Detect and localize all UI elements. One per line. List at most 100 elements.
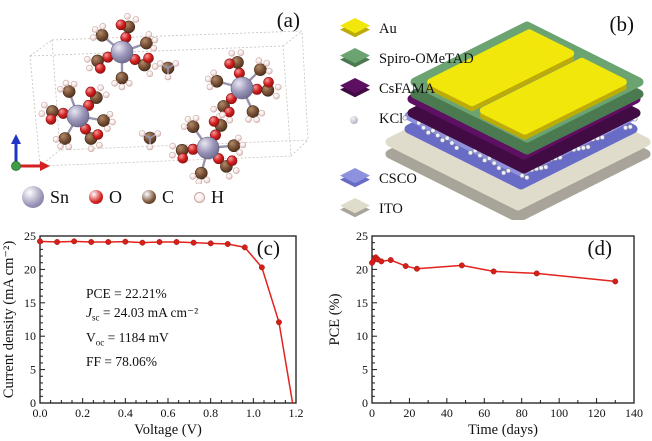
jv-parameters-annotation: PCE = 22.21% Jsc = 24.03 mA cm⁻² Voc = 1… xyxy=(86,284,198,371)
x-axis: 0 20 40 60 80 100 120 140 xyxy=(369,398,643,420)
data-point xyxy=(190,239,197,246)
sn-atom-icon xyxy=(22,186,44,208)
svg-text:15: 15 xyxy=(24,296,36,310)
legend-item-o: O xyxy=(89,187,122,208)
molecules xyxy=(38,12,282,186)
legend-item-au: Au xyxy=(340,18,397,40)
ff-value: FF = 78.06% xyxy=(86,354,158,370)
svg-text:100: 100 xyxy=(550,406,568,420)
au-electrode-1 xyxy=(427,29,575,112)
svg-text:1.2: 1.2 xyxy=(289,406,304,420)
o-atom-icon xyxy=(89,190,104,204)
kcl-particle-icon xyxy=(340,108,370,130)
svg-text:0.0: 0.0 xyxy=(33,406,48,420)
data-point xyxy=(224,241,231,247)
spiro-layer-icon xyxy=(340,48,370,70)
svg-text:15: 15 xyxy=(356,296,368,310)
data-point xyxy=(458,262,465,269)
y-axis-label: PCE (%) xyxy=(327,293,343,345)
y-axis: 0 5 10 15 20 25 xyxy=(24,229,45,410)
legend-item-c: C xyxy=(142,187,174,208)
legend-label-au: Au xyxy=(379,20,397,37)
svg-text:1.0: 1.0 xyxy=(246,406,261,420)
legend-item-spiro: Spiro-OMeTAD xyxy=(340,48,474,70)
legend-label-c: C xyxy=(162,186,175,207)
svg-text:5: 5 xyxy=(362,363,368,377)
device-stack-drawing xyxy=(385,21,651,220)
legend-item-kcl: KCl xyxy=(340,108,403,130)
legend-item-csfama: CsFAMA xyxy=(340,78,435,100)
panel-b-label: (b) xyxy=(609,12,635,36)
y-axis-label: Current density (mA cm⁻²) xyxy=(1,241,17,399)
svg-text:25: 25 xyxy=(356,229,368,243)
crystal-structure-drawing xyxy=(11,12,309,186)
panel-jv-curve: 0.0 0.2 0.4 0.6 0.8 1.0 1.2 0 5 10 15 20 25 Voltage (… xyxy=(0,220,326,441)
svg-text:140: 140 xyxy=(625,406,643,420)
svg-text:20: 20 xyxy=(403,406,415,420)
data-point xyxy=(241,244,248,251)
data-point xyxy=(122,238,129,245)
series-line xyxy=(39,240,294,404)
panel-c-label: (c) xyxy=(256,236,280,260)
svg-text:60: 60 xyxy=(478,406,490,420)
csfama-layer-icon xyxy=(340,78,370,100)
svg-text:25: 25 xyxy=(24,229,36,243)
jsc-value: Jsc = 24.03 mA cm⁻² xyxy=(86,305,199,323)
data-point xyxy=(387,257,394,263)
c-atom-icon xyxy=(142,190,157,204)
svg-text:0.6: 0.6 xyxy=(161,406,176,420)
x-axis-label: Voltage (V) xyxy=(134,422,202,438)
stack-3d xyxy=(385,21,651,220)
series-j-v-curve xyxy=(37,238,294,404)
legend-label-spiro: Spiro-OMeTAD xyxy=(379,50,474,67)
y-axis: 0 5 10 15 20 25 xyxy=(356,229,377,410)
svg-text:0.8: 0.8 xyxy=(203,406,218,420)
x-axis-label: Time (days) xyxy=(468,422,538,438)
panel-d-label: (d) xyxy=(587,236,613,260)
jv-chart: 0.0 0.2 0.4 0.6 0.8 1.0 1.2 0 5 10 15 20 25 Voltage (… xyxy=(1,229,304,438)
data-point xyxy=(88,239,95,245)
axes: 0.0 0.2 0.4 0.6 0.8 1.0 1.2 0 5 10 15 20 25 Voltage (… xyxy=(1,229,304,438)
svg-text:10: 10 xyxy=(24,329,36,343)
svg-text:5: 5 xyxy=(30,363,36,377)
data-point xyxy=(490,268,497,275)
x-axis: 0.0 0.2 0.4 0.6 0.8 1.0 1.2 xyxy=(33,398,304,420)
data-point xyxy=(402,263,409,270)
data-point xyxy=(378,258,385,265)
legend-label-kcl: KCl xyxy=(379,110,404,127)
svg-text:0.4: 0.4 xyxy=(118,406,133,420)
axes: 0 20 40 60 80 100 120 140 0 5 10 15 20 25 Time (days) P… xyxy=(327,229,643,438)
legend-label-o: O xyxy=(109,186,123,207)
svg-text:0: 0 xyxy=(369,406,375,420)
data-point xyxy=(139,239,146,246)
svg-text:40: 40 xyxy=(441,406,453,420)
legend-label-sn: Sn xyxy=(50,186,70,207)
legend-item-ito: ITO xyxy=(340,198,403,220)
panel-device-stack: (b) Au Spiro-OMeTAD CsFAMA KCl CSCO xyxy=(326,0,652,220)
svg-text:120: 120 xyxy=(588,406,606,420)
svg-text:80: 80 xyxy=(516,406,528,420)
legend-label-ito: ITO xyxy=(379,200,403,217)
data-point xyxy=(156,239,163,245)
data-point xyxy=(612,278,619,285)
svg-text:0: 0 xyxy=(30,396,36,410)
atom-legend: Sn O C H xyxy=(22,186,224,208)
data-point xyxy=(258,264,265,271)
data-point xyxy=(207,240,214,247)
data-point xyxy=(173,239,180,245)
legend-label-h: H xyxy=(211,186,225,207)
au-layer-icon xyxy=(340,18,370,40)
svg-text:20: 20 xyxy=(24,262,36,276)
au-electrode-2 xyxy=(479,57,627,140)
data-point xyxy=(54,239,61,245)
data-point xyxy=(533,270,540,277)
panel-crystal-structure: (a) Sn O C H xyxy=(0,0,326,220)
legend-label-csfama: CsFAMA xyxy=(379,80,436,97)
data-point xyxy=(37,238,43,245)
legend-label-csco: CSCO xyxy=(379,170,417,187)
pce-value: PCE = 22.21% xyxy=(86,286,167,301)
data-point xyxy=(71,238,78,245)
svg-text:10: 10 xyxy=(356,329,368,343)
legend-item-csco: CSCO xyxy=(340,168,417,190)
